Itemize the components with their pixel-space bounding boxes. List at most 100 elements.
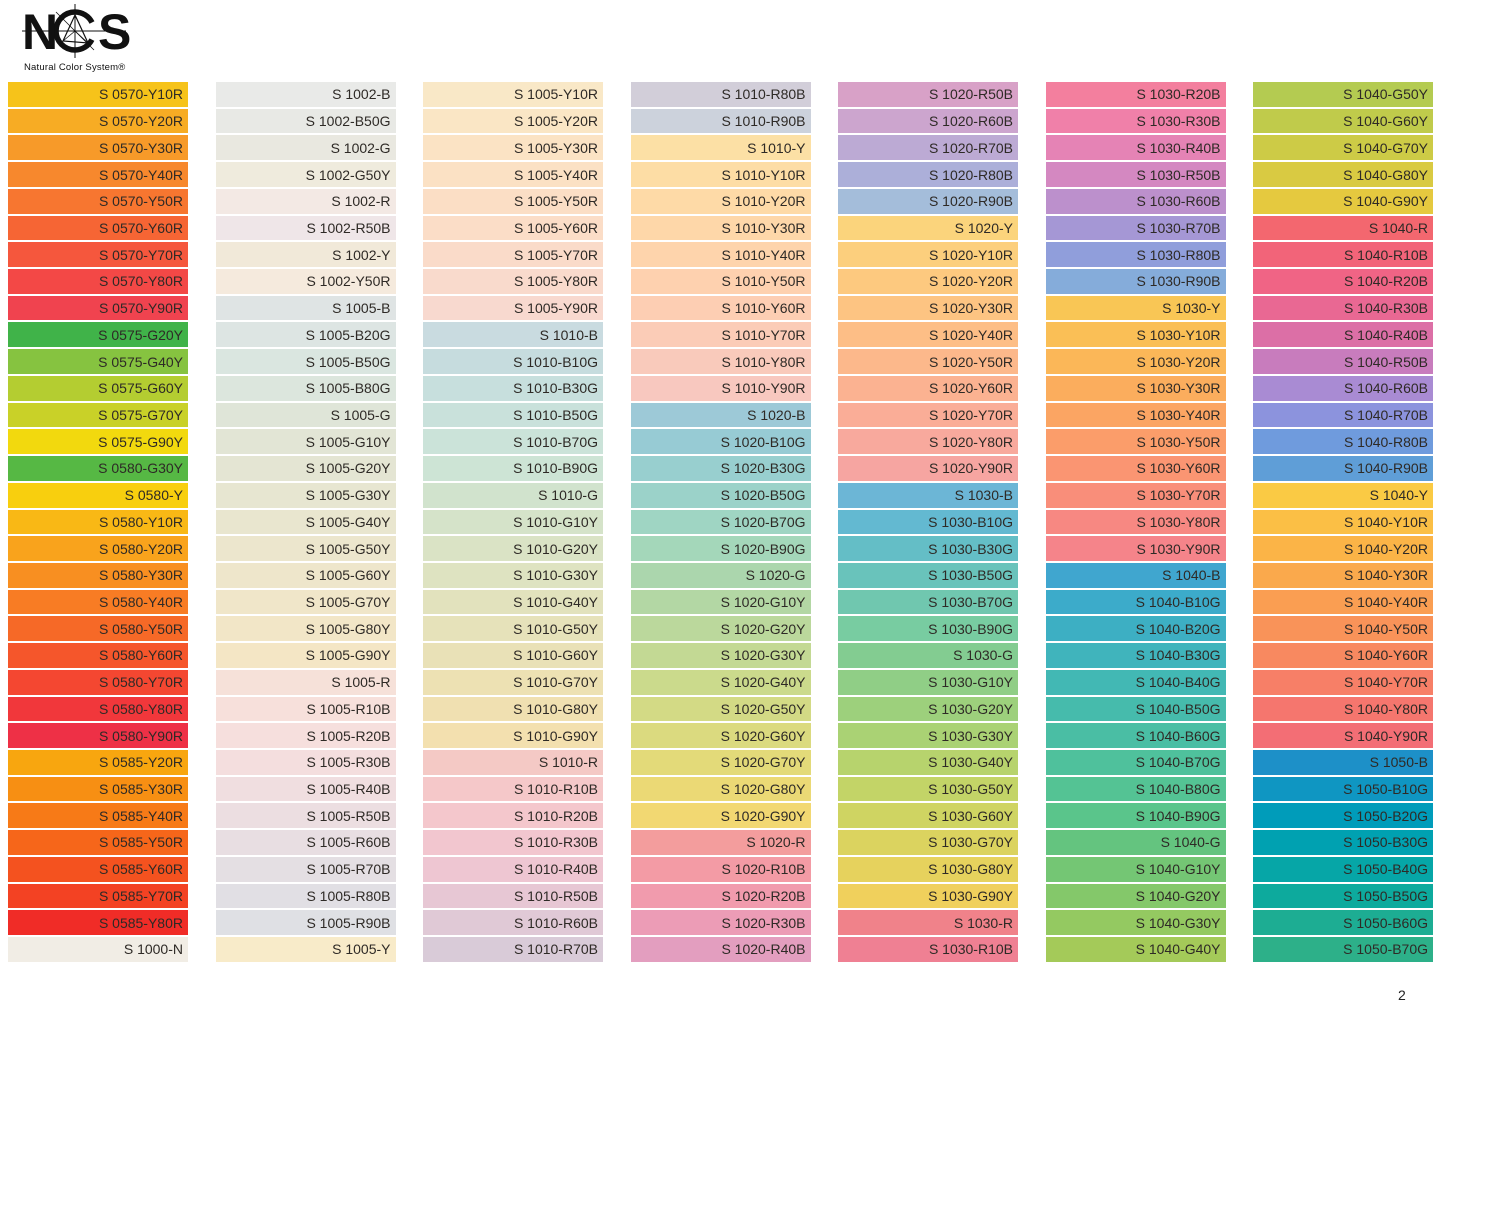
swatch: S 0570-Y70R: [8, 242, 188, 268]
swatch: S 1040-R50B: [1253, 349, 1433, 374]
swatch: S 1040-G90Y: [1253, 188, 1433, 214]
swatch: S 0580-Y90R: [8, 723, 188, 748]
swatch-code: S 0580-Y: [124, 487, 183, 504]
swatch: S 0585-Y70R: [8, 883, 188, 909]
swatch-code: S 0580-G30Y: [98, 460, 183, 477]
swatch-code: S 1030-B50G: [928, 567, 1013, 584]
swatch-code: S 1030-R70B: [1136, 219, 1221, 236]
swatch: S 1010-R30B: [423, 830, 603, 855]
swatch-code: S 1010-R30B: [513, 834, 598, 851]
swatch: S 1030-B: [838, 482, 1018, 508]
swatch: S 1010-G60Y: [423, 643, 603, 668]
swatch: S 1030-B70G: [838, 589, 1018, 615]
swatch: S 0580-Y70R: [8, 669, 188, 695]
swatch: S 1040-G70Y: [1253, 135, 1433, 161]
swatch: S 0570-Y20R: [8, 108, 188, 134]
swatch: S 1040-Y90R: [1253, 723, 1433, 748]
swatch: S 1005-R40B: [215, 776, 396, 802]
swatch-code: S 1040-G70Y: [1343, 139, 1428, 156]
swatch-code: S 0580-Y60R: [98, 647, 183, 664]
swatch: S 1010-Y20R: [630, 188, 811, 214]
swatch-code: S 1040-Y50R: [1343, 620, 1428, 637]
swatch-code: S 0575-G40Y: [98, 353, 183, 370]
swatch-code: S 1030-G: [953, 647, 1013, 664]
swatch: S 1030-R40B: [1045, 135, 1226, 161]
swatch-code: S 1030-R10B: [928, 941, 1013, 958]
swatch-code: S 1040-R10B: [1343, 246, 1428, 263]
swatch-code: S 0585-Y20R: [98, 754, 183, 771]
ncs-logo: N S Natural Color System®: [22, 2, 142, 73]
swatch: S 1020-Y40R: [838, 322, 1018, 348]
swatch: S 1030-Y50R: [1045, 429, 1226, 455]
swatch: S 0585-Y60R: [8, 856, 188, 882]
swatch-code: S 1005-Y: [332, 941, 391, 958]
swatch: S 1040-G: [1045, 830, 1226, 855]
swatch-code: S 1010-Y60R: [721, 300, 806, 317]
swatch: S 1002-R50B: [215, 215, 396, 241]
swatch-code: S 0570-Y80R: [98, 273, 183, 290]
swatch: S 1010-Y80R: [630, 349, 811, 374]
swatch: S 1040-Y60R: [1253, 643, 1433, 668]
swatch: S 1030-R80B: [1045, 242, 1226, 268]
swatch: S 1030-R30B: [1045, 108, 1226, 134]
swatch-code: S 1010-Y90R: [721, 380, 806, 397]
swatch: S 0585-Y40R: [8, 803, 188, 829]
swatch: S 1040-Y: [1253, 482, 1433, 508]
swatch: S 1010-Y60R: [630, 295, 811, 321]
swatch-code: S 1030-B10G: [928, 513, 1013, 530]
swatch: S 1040-B: [1045, 562, 1226, 588]
swatch-code: S 0580-Y10R: [98, 513, 183, 530]
swatch-code: S 1005-Y90R: [513, 300, 598, 317]
swatch: S 1030-R10B: [838, 937, 1018, 962]
swatch: S 1005-B20G: [215, 322, 396, 348]
swatch: S 1010-Y50R: [630, 269, 811, 294]
swatch-code: S 1020-G40Y: [720, 674, 806, 691]
swatch-code: S 0570-Y40R: [98, 166, 183, 183]
swatch-code: S 1030-G50Y: [928, 781, 1013, 798]
swatch: S 1020-R50B: [838, 82, 1018, 107]
swatch: S 0585-Y20R: [8, 749, 188, 775]
swatch-code: S 0575-G70Y: [98, 406, 183, 423]
swatch: S 1010-G90Y: [423, 723, 603, 748]
swatch-code: S 0585-Y80R: [98, 914, 183, 931]
swatch-code: S 1040-B40G: [1135, 674, 1221, 691]
swatch: S 1010-R40B: [423, 856, 603, 882]
swatch: S 1030-R60B: [1045, 188, 1226, 214]
swatch-code: S 1050-B40G: [1343, 861, 1428, 878]
swatch-code: S 0580-Y20R: [98, 540, 183, 557]
swatch: S 1040-Y10R: [1253, 509, 1433, 535]
swatch-code: S 1010-G70Y: [513, 674, 598, 691]
swatch-code: S 1020-Y30R: [928, 300, 1013, 317]
swatch: S 1005-G70Y: [215, 589, 396, 615]
swatch: S 0580-G30Y: [8, 456, 188, 481]
swatch: S 1020-B90G: [630, 536, 811, 561]
swatch: S 1002-G: [215, 135, 396, 161]
swatch: S 1005-G50Y: [215, 536, 396, 561]
swatch-code: S 1010-Y80R: [721, 353, 806, 370]
swatch-code: S 1020-R30B: [721, 914, 806, 931]
swatch-code: S 1040-G60Y: [1343, 113, 1428, 130]
swatch-code: S 1010-Y: [747, 139, 806, 156]
swatch: S 1030-G30Y: [838, 723, 1018, 748]
swatch: S 1030-G50Y: [838, 776, 1018, 802]
swatch: S 1040-R60B: [1253, 375, 1433, 401]
swatch-code: S 1005-R90B: [306, 914, 391, 931]
swatch-code: S 1020-R50B: [928, 86, 1013, 103]
swatch-code: S 1040-R50B: [1343, 353, 1428, 370]
swatch: S 1050-B70G: [1253, 937, 1433, 962]
swatch: S 1005-R10B: [215, 696, 396, 722]
swatch: S 1040-G80Y: [1253, 162, 1433, 187]
swatch: S 1030-G: [838, 643, 1018, 668]
swatch: S 1020-R70B: [838, 135, 1018, 161]
swatch-code: S 1020-G60Y: [720, 727, 806, 744]
swatch-code: S 1040-Y40R: [1343, 594, 1428, 611]
swatch-code: S 1010-R60B: [513, 914, 598, 931]
swatch-code: S 1020-B30G: [720, 460, 806, 477]
swatch: S 1040-Y80R: [1253, 696, 1433, 722]
swatch: S 1010-G30Y: [423, 562, 603, 588]
swatch-code: S 1005-G50Y: [305, 540, 391, 557]
swatch: S 1040-R20B: [1253, 269, 1433, 294]
swatch-code: S 1005-G10Y: [305, 433, 391, 450]
swatch: S 1040-Y50R: [1253, 616, 1433, 642]
swatch-code: S 1005-B50G: [305, 353, 391, 370]
